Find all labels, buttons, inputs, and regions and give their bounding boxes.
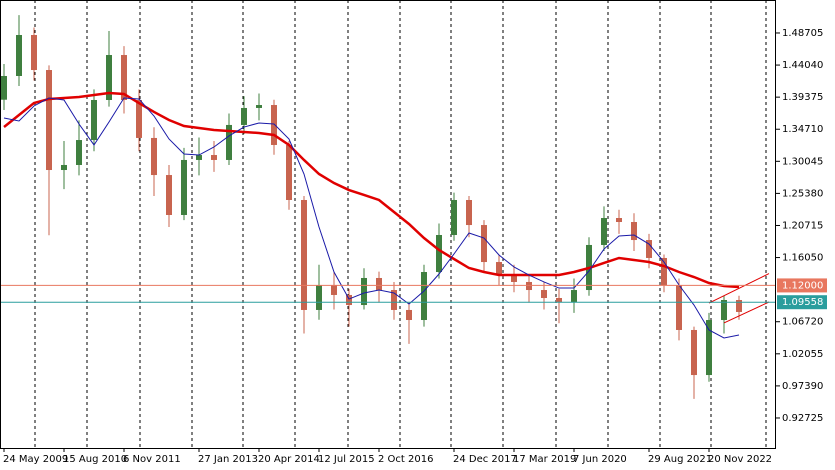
- x-tick-label: 20 Nov 2022: [708, 454, 772, 465]
- candle-body: [496, 262, 502, 276]
- plot-frame: [0, 0, 776, 449]
- x-tick-label: 15 Aug 2010: [63, 454, 127, 465]
- candle-body: [736, 299, 742, 312]
- period-separators: [34, 0, 767, 448]
- candle-body: [346, 294, 352, 306]
- candle-body: [121, 55, 127, 100]
- candle-body: [46, 70, 52, 171]
- candle-body: [151, 137, 157, 176]
- price-label-box: [777, 278, 827, 293]
- candle-body: [286, 144, 292, 200]
- plot: [0, 15, 776, 399]
- candle-body: [691, 329, 697, 376]
- candle-body: [241, 107, 247, 125]
- candle-body: [616, 218, 622, 223]
- candle-body: [646, 240, 652, 258]
- candle-body: [466, 199, 472, 226]
- candle-body: [301, 199, 307, 310]
- candle-body: [16, 35, 22, 76]
- candle-body: [271, 105, 277, 145]
- price-label-box: [777, 295, 827, 310]
- candle-body: [661, 257, 667, 286]
- candle-body: [571, 290, 577, 302]
- y-tick-label: 1.06720: [782, 317, 823, 328]
- y-tick-label: 1.48705: [782, 28, 823, 39]
- moving-average: [3, 97, 740, 339]
- candle-body: [541, 290, 547, 299]
- candle-body: [61, 164, 67, 171]
- candle-body: [196, 155, 202, 160]
- candle-body: [316, 285, 322, 310]
- trendline: [723, 301, 770, 324]
- y-tick-label: 1.39375: [782, 92, 823, 103]
- candle-body: [106, 55, 112, 100]
- candle-body: [211, 155, 217, 160]
- x-tick-label: 6 Nov 2011: [123, 454, 181, 465]
- y-tick-label: 0.97390: [782, 381, 823, 392]
- candle-body: [181, 159, 187, 215]
- y-tick-label: 1.02055: [782, 349, 823, 360]
- moving-average: [3, 91, 740, 289]
- y-tick-label: 1.25380: [782, 188, 823, 199]
- candle-body: [601, 218, 607, 245]
- x-tick-label: 7 Jun 2020: [573, 454, 627, 465]
- y-tick-label: 1.30045: [782, 156, 823, 167]
- candle-body: [511, 275, 517, 282]
- candle-body: [451, 199, 457, 236]
- x-tick-label: 2 Oct 2016: [378, 454, 433, 465]
- candle-body: [331, 285, 337, 295]
- candle-body: [631, 222, 637, 241]
- candle-body: [436, 235, 442, 273]
- x-tick-label: 12 Jul 2015: [318, 454, 375, 465]
- y-tick-label: 0.92725: [782, 413, 823, 424]
- candle-body: [31, 35, 37, 71]
- candle-body: [421, 272, 427, 321]
- x-tick-label: 27 Jan 2013: [198, 454, 258, 465]
- candle-body: [91, 99, 97, 141]
- candle-body: [361, 277, 367, 306]
- candle-body: [526, 281, 532, 291]
- candle-body: [481, 225, 487, 263]
- candle-body: [676, 285, 682, 330]
- y-tick-label: 1.44040: [782, 60, 823, 71]
- candle-body: [406, 309, 412, 321]
- candle-body: [376, 277, 382, 291]
- trendline: [708, 273, 770, 304]
- candle-body: [226, 124, 232, 160]
- candle-body: [706, 320, 712, 376]
- x-tick-label: 24 Dec 2017: [453, 454, 517, 465]
- candle-body: [1, 75, 7, 100]
- x-tick-label: 20 Apr 2014: [258, 454, 320, 465]
- candle-body: [391, 290, 397, 310]
- x-tick-label: 29 Aug 2021: [648, 454, 712, 465]
- y-tick-label: 1.34710: [782, 124, 823, 135]
- x-tick-label: 24 May 2009: [3, 454, 68, 465]
- y-tick-label: 1.16050: [782, 253, 823, 264]
- candle-body: [136, 99, 142, 138]
- price-label: 1.12000: [782, 280, 823, 291]
- candle-body: [166, 175, 172, 215]
- candle-body: [76, 140, 82, 165]
- y-tick-label: 1.20715: [782, 220, 823, 231]
- candle-body: [556, 298, 562, 302]
- candle-body: [256, 105, 262, 108]
- price-label: 1.09558: [782, 297, 823, 308]
- x-tick-label: 17 Mar 2019: [513, 454, 576, 465]
- candle-body: [721, 299, 727, 321]
